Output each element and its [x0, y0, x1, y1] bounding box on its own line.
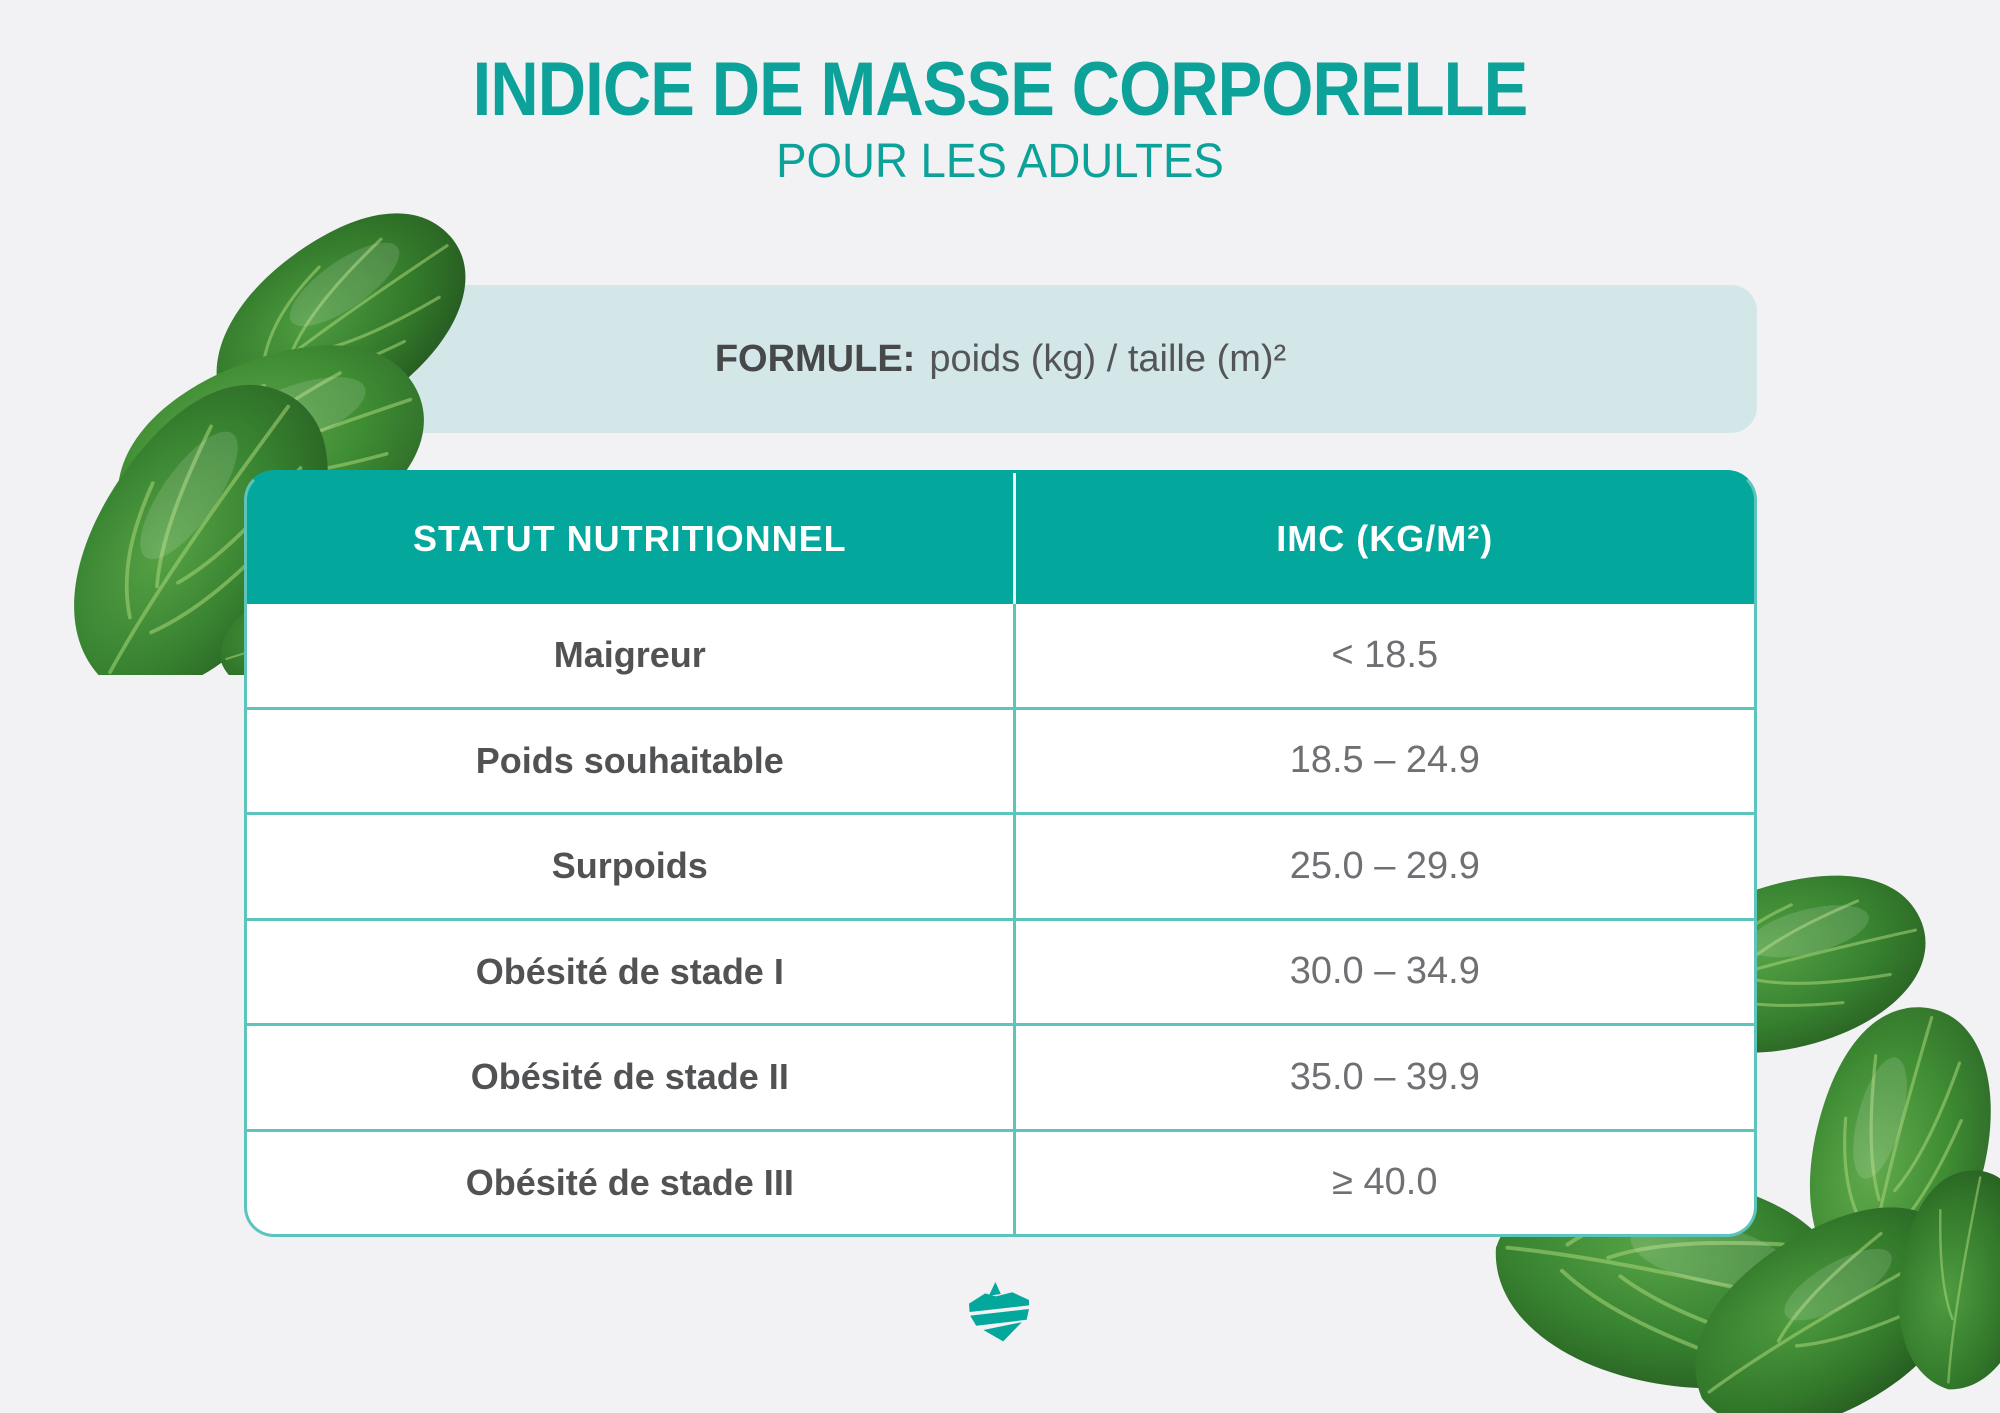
- table-row: Surpoids 25.0 – 29.9: [247, 812, 1754, 918]
- table-row: Maigreur < 18.5: [247, 604, 1754, 707]
- page-subtitle: POUR LES ADULTES: [776, 135, 1224, 188]
- imc-cell: 18.5 – 24.9: [1012, 709, 1754, 812]
- spinach-leaf: [1695, 1207, 1967, 1413]
- spinach-leaves-top-left-image: [74, 213, 466, 675]
- status-cell: Maigreur: [553, 634, 706, 676]
- table-row: Obésité de stade II 35.0 – 39.9: [247, 1023, 1754, 1129]
- imc-cell: 30.0 – 34.9: [1012, 920, 1754, 1023]
- imc-cell: 35.0 – 39.9: [1012, 1026, 1754, 1129]
- table-body: Maigreur < 18.5 Poids souhaitable 18.5 –…: [247, 604, 1754, 1234]
- table-row: Poids souhaitable 18.5 – 24.9: [247, 706, 1754, 812]
- spinach-leaf: [1898, 1170, 2000, 1390]
- table-row: Obésité de stade I 30.0 – 34.9: [247, 917, 1754, 1023]
- imc-cell: 25.0 – 29.9: [1012, 815, 1754, 918]
- formula-text: poids (kg) / taille (m)²: [929, 337, 1287, 380]
- bmi-table: STATUT NUTRITIONNEL IMC (KG/M²) Maigreur…: [244, 470, 1757, 1237]
- status-cell: Poids souhaitable: [475, 739, 784, 781]
- table-row: Obésité de stade III ≥ 40.0: [247, 1128, 1754, 1234]
- table-header-row: STATUT NUTRITIONNEL IMC (KG/M²): [247, 473, 1754, 604]
- column-header-status: STATUT NUTRITIONNEL: [412, 517, 847, 559]
- status-cell: Obésité de stade I: [475, 950, 784, 992]
- page-title: INDICE DE MASSE CORPORELLE: [472, 47, 1529, 132]
- formula-label: FORMULE:: [714, 337, 916, 380]
- heart-logo-icon: [969, 1282, 1029, 1342]
- status-cell: Obésité de stade III: [465, 1161, 794, 1203]
- formula-banner: FORMULE: poids (kg) / taille (m)²: [244, 285, 1757, 433]
- status-cell: Obésité de stade II: [470, 1056, 789, 1098]
- imc-cell: ≥ 40.0: [1012, 1131, 1754, 1234]
- column-header-imc: IMC (KG/M²): [1012, 473, 1754, 604]
- imc-cell: < 18.5: [1012, 604, 1754, 707]
- status-cell: Surpoids: [551, 845, 708, 887]
